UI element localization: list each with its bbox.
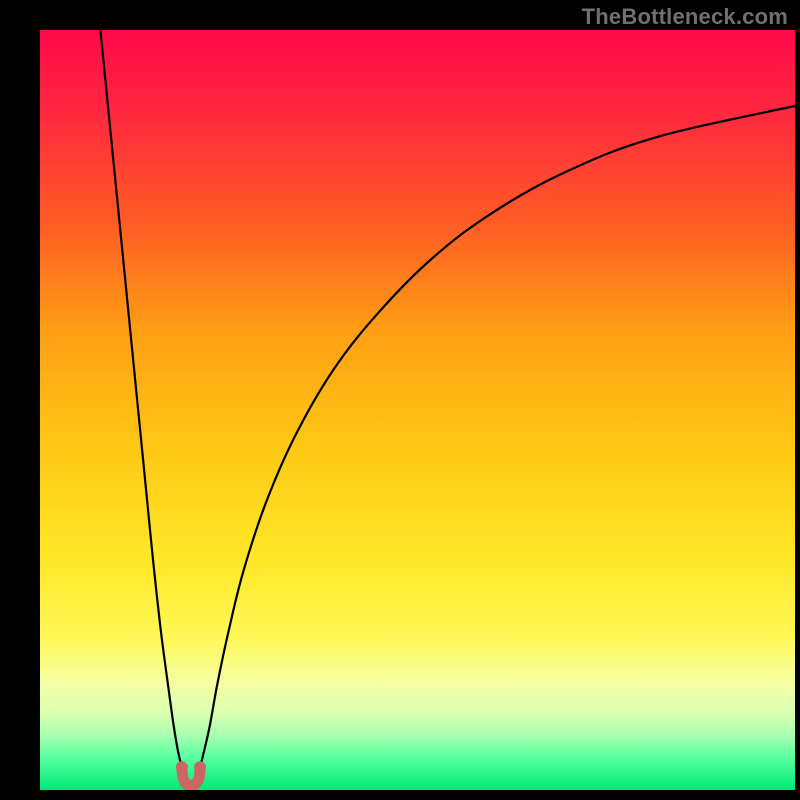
chart-background <box>40 30 795 790</box>
dip-endpoint-left <box>176 761 188 773</box>
dip-endpoint-right <box>194 761 206 773</box>
watermark-text: TheBottleneck.com <box>582 4 788 30</box>
bottleneck-curve-chart <box>0 0 800 800</box>
